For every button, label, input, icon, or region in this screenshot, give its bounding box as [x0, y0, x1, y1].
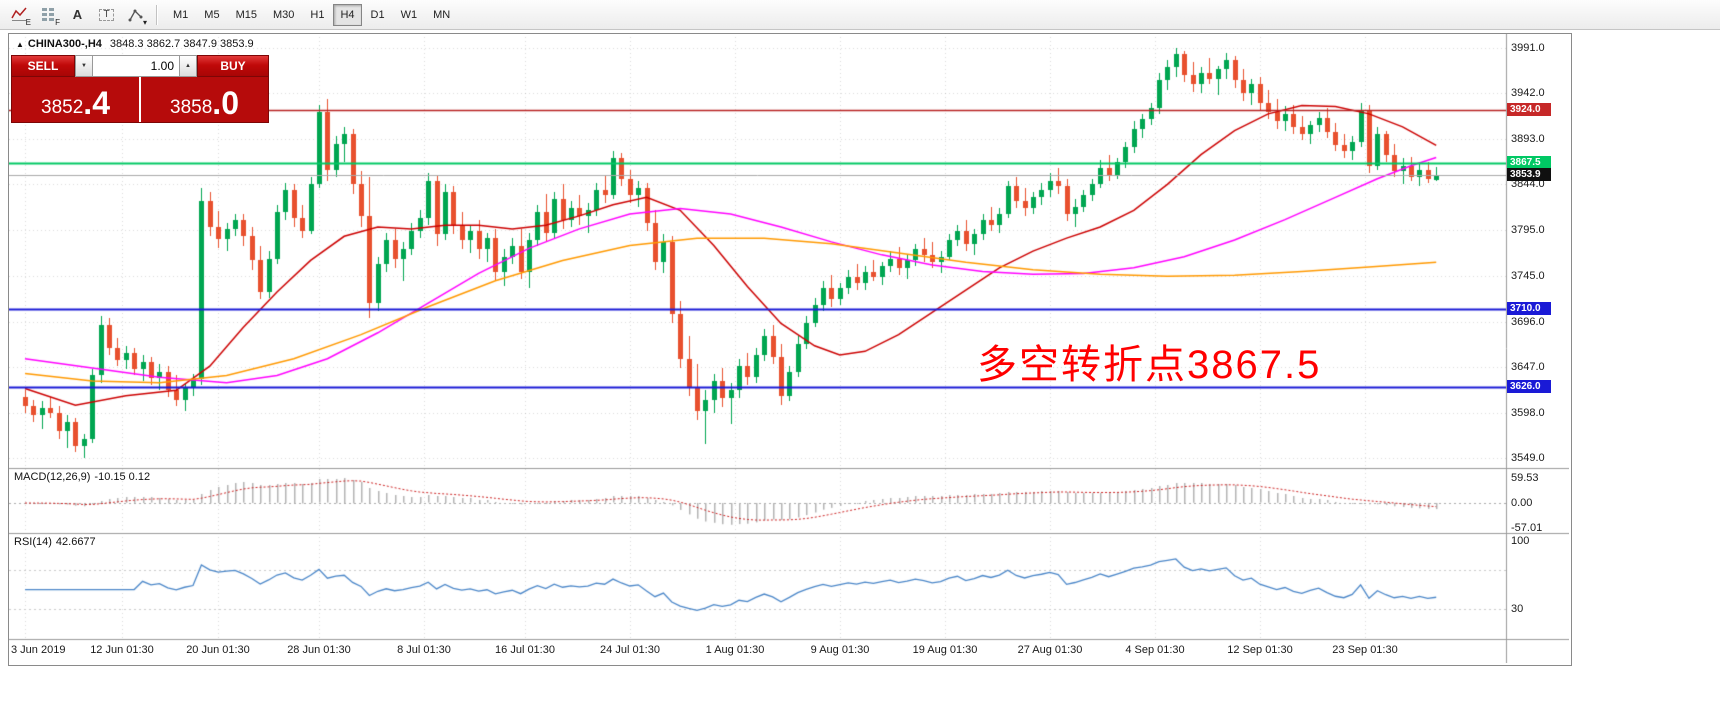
hline-price-tag[interactable]: 3626.0: [1507, 380, 1551, 393]
time-axis-label: 27 Aug 01:30: [1017, 644, 1083, 656]
buy-price-display: 3858.0: [141, 77, 268, 122]
macd-name: MACD(12,26,9): [14, 471, 91, 483]
price-axis-label: 3991.0: [1511, 42, 1545, 54]
timeframe-m30[interactable]: M30: [266, 4, 301, 26]
top-toolbar: E F A T ▾ M1 M5 M15 M30 H1 H4 D1 W1 MN: [0, 0, 1720, 30]
time-axis-label: 4 Sep 01:30: [1125, 644, 1185, 656]
trade-panel-prices: 3852.4 3858.0: [11, 77, 269, 123]
price-axis-label: 3745.0: [1511, 270, 1545, 282]
text-label-icon[interactable]: A: [64, 3, 91, 27]
trade-panel-controls: SELL ▼ ▲ BUY: [11, 55, 269, 77]
time-axis-label: 20 Jun 01:30: [186, 644, 250, 656]
macd-axis-label: 0.00: [1511, 497, 1533, 509]
price-chart-canvas[interactable]: [9, 34, 1569, 663]
price-axis-label: 3893.0: [1511, 133, 1545, 145]
annotation-text[interactable]: 多空转折点3867.5: [977, 343, 1322, 387]
rsi-name: RSI(14): [14, 536, 52, 548]
chart-title: ▲ CHINA300-,H4 3848.3 3862.7 3847.9 3853.9: [16, 38, 254, 50]
macd-values: -10.15 0.12: [94, 471, 151, 483]
chevron-up-icon: ▲: [185, 63, 191, 69]
time-axis-label: 28 Jun 01:30: [287, 644, 351, 656]
volume-up-button[interactable]: ▲: [179, 55, 197, 77]
price-axis-label: 3598.0: [1511, 407, 1545, 419]
macd-label: MACD(12,26,9) -10.15 0.12: [14, 471, 150, 483]
time-axis-label: 12 Jun 01:30: [90, 644, 154, 656]
price-axis-label: 3844.0: [1511, 178, 1545, 190]
price-divider: [139, 77, 141, 122]
time-axis-label: 12 Sep 01:30: [1227, 644, 1293, 656]
one-click-trading-panel: SELL ▼ ▲ BUY 3852.4 3858.0: [11, 55, 269, 123]
timeframe-mn[interactable]: MN: [426, 4, 457, 26]
sell-button[interactable]: SELL: [11, 55, 75, 77]
hline-price-tag[interactable]: 3710.0: [1507, 302, 1551, 315]
chevron-down-icon: ▼: [81, 63, 87, 69]
time-axis-label: 9 Aug 01:30: [810, 644, 870, 656]
timeframe-m1[interactable]: M1: [166, 4, 195, 26]
toolbar-separator: [156, 4, 158, 25]
text-box-icon[interactable]: T: [93, 3, 120, 27]
rsi-axis-label: 30: [1511, 603, 1524, 615]
time-axis-label: 3 Jun 2019: [11, 644, 66, 656]
sell-price-pips: .4: [83, 84, 110, 121]
volume-input[interactable]: [93, 55, 179, 77]
rsi-value: 42.6677: [55, 536, 96, 548]
price-axis-label: 3942.0: [1511, 87, 1545, 99]
expert-chart-icon[interactable]: E: [6, 3, 33, 27]
buy-price-main: 3858: [170, 97, 213, 118]
polyline-tool-icon[interactable]: ▾: [122, 3, 149, 27]
buy-price-pips: .0: [212, 84, 239, 121]
timeframe-m15[interactable]: M15: [229, 4, 264, 26]
timeframe-w1[interactable]: W1: [394, 4, 425, 26]
time-axis-label: 19 Aug 01:30: [912, 644, 978, 656]
timeframe-h1[interactable]: H1: [303, 4, 331, 26]
macd-axis-label: -57.01: [1511, 522, 1543, 534]
timeframe-toolbar: M1 M5 M15 M30 H1 H4 D1 W1 MN: [165, 3, 458, 26]
price-axis-label: 3795.0: [1511, 224, 1545, 236]
ohlc-readout: 3848.3 3862.7 3847.9 3853.9: [109, 38, 254, 50]
time-axis-label: 16 Jul 01:30: [495, 644, 555, 656]
current-price-tag: 3853.9: [1507, 168, 1551, 181]
rsi-axis-label: 100: [1511, 535, 1530, 547]
hline-price-tag[interactable]: 3924.0: [1507, 103, 1551, 116]
drawing-toolbar: E F A T ▾: [6, 3, 149, 27]
sell-price-display: 3852.4: [12, 77, 139, 122]
timeframe-h4[interactable]: H4: [333, 3, 362, 26]
symbol-label: CHINA300-,H4: [27, 38, 102, 50]
time-axis-label: 23 Sep 01:30: [1332, 644, 1398, 656]
buy-button[interactable]: BUY: [197, 55, 269, 77]
sell-price-main: 3852: [41, 97, 84, 118]
time-axis-label: 24 Jul 01:30: [600, 644, 660, 656]
timeframe-m5[interactable]: M5: [197, 4, 226, 26]
grid-icon[interactable]: F: [35, 3, 62, 27]
macd-axis-label: 59.53: [1511, 472, 1539, 484]
time-axis-label: 1 Aug 01:30: [705, 644, 765, 656]
price-axis-label: 3549.0: [1511, 452, 1545, 464]
time-axis-label: 8 Jul 01:30: [397, 644, 451, 656]
timeframe-d1[interactable]: D1: [364, 4, 392, 26]
rsi-label: RSI(14) 42.6677: [14, 536, 96, 548]
collapse-icon[interactable]: ▲: [16, 40, 24, 49]
volume-dropdown-button[interactable]: ▼: [75, 55, 93, 77]
price-axis-label: 3647.0: [1511, 361, 1545, 373]
chart-window: ▲ CHINA300-,H4 3848.3 3862.7 3847.9 3853.9…: [8, 33, 1572, 666]
price-axis-label: 3696.0: [1511, 316, 1545, 328]
hline-price-tag[interactable]: 3867.5: [1507, 156, 1551, 169]
